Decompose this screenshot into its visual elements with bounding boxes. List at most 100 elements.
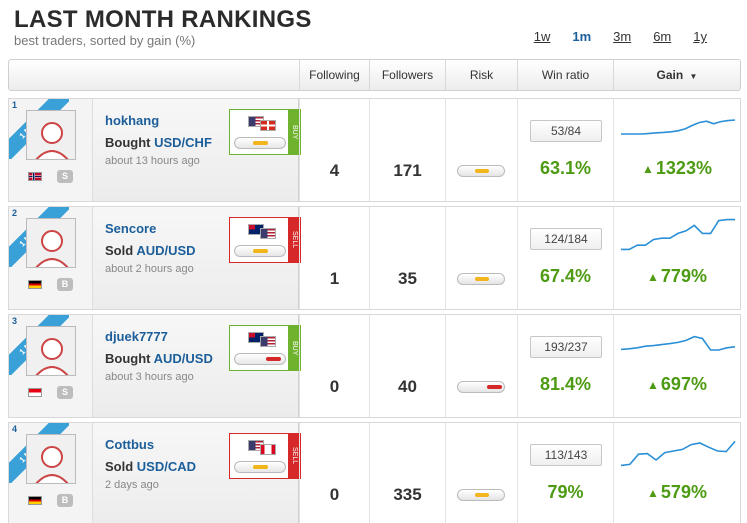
gain-percentage: ▲ 697%	[614, 374, 740, 395]
sort-desc-icon: ▼	[689, 72, 698, 81]
avatar[interactable]	[26, 110, 76, 160]
trade-risk-bar	[234, 353, 286, 365]
win-percentage: 63.1%	[539, 158, 592, 178]
followers-cell: 171	[369, 99, 445, 201]
trade-risk-fill	[253, 465, 268, 469]
trader-panel: 1 MONTH 2 B Sencore Sold AUD/USD about	[9, 207, 301, 309]
quote-currency-flag-icon	[260, 336, 276, 347]
avatar-box: 1 MONTH 1 S	[9, 99, 93, 201]
username-link[interactable]: hokhang	[105, 113, 160, 128]
trade-time: 2 days ago	[105, 479, 159, 491]
trade-time: about 13 hours ago	[105, 155, 200, 167]
username-link[interactable]: Sencore	[105, 221, 157, 236]
rank-number: 4	[12, 424, 18, 434]
trade-widget[interactable]: SELL	[229, 433, 301, 479]
win-ratio-cell: 124/184 67.4%	[517, 207, 613, 309]
win-ratio-cell: 53/84 63.1%	[517, 99, 613, 201]
period-tab-1w[interactable]: 1w	[533, 29, 551, 44]
trade-verb: Bought	[105, 351, 151, 366]
sparkline-path	[620, 335, 736, 351]
trade-direction-tag: BUY	[288, 326, 300, 370]
column-header-followers[interactable]: Followers	[369, 60, 445, 90]
last-trade: Sold AUD/USD	[105, 243, 196, 258]
up-arrow-icon: ▲	[647, 486, 659, 500]
win-percentage: 79%	[547, 482, 584, 502]
period-tab-1m[interactable]: 1m	[572, 29, 592, 44]
risk-fill	[487, 385, 502, 389]
trade-pair-link[interactable]: USD/CAD	[136, 459, 197, 474]
win-ratio-box: 193/237	[530, 336, 602, 358]
period-tab-6m[interactable]: 6m	[653, 29, 672, 44]
following-count: 0	[329, 377, 340, 396]
following-count: 4	[329, 161, 340, 180]
trade-risk-fill	[266, 357, 281, 361]
avatar[interactable]	[26, 326, 76, 376]
sparkline-path	[620, 440, 736, 467]
sparkline-path	[621, 218, 735, 251]
country-flag-icon	[28, 388, 42, 397]
trade-pair-link[interactable]: USD/CHF	[154, 135, 212, 150]
column-header-following[interactable]: Following	[299, 60, 369, 90]
trade-widget[interactable]: BUY	[229, 109, 301, 155]
last-trade: Sold USD/CAD	[105, 459, 196, 474]
country-flag-icon	[28, 172, 42, 181]
avatar[interactable]	[26, 218, 76, 268]
avatar-box: 1 MONTH 2 B	[9, 207, 93, 309]
trade-time: about 3 hours ago	[105, 371, 194, 383]
table-row[interactable]: 1 MONTH 3 S djuek7777 Bought AUD/USD a	[8, 314, 741, 418]
quote-currency-flag-icon	[260, 228, 276, 239]
gain-sparkline	[620, 440, 736, 467]
trade-risk-bar	[234, 245, 286, 257]
win-ratio-cell: 113/143 79%	[517, 423, 613, 523]
rank-number: 2	[12, 208, 18, 218]
avatar-box: 1 MONTH 3 S	[9, 315, 93, 417]
username-link[interactable]: Cottbus	[105, 437, 155, 452]
gain-header-label: Gain	[656, 68, 684, 82]
quote-currency-flag-icon	[260, 444, 276, 455]
risk-fill	[475, 493, 489, 497]
gain-value: 1323%	[655, 158, 712, 178]
period-tab-1y[interactable]: 1y	[693, 29, 707, 44]
risk-bar	[457, 489, 505, 501]
gain-percentage: ▲ 1323%	[614, 158, 740, 179]
status-badge: B	[57, 278, 73, 291]
column-header-gain[interactable]: Gain ▼	[613, 60, 740, 90]
following-count: 0	[329, 485, 340, 504]
followers-cell: 335	[369, 423, 445, 523]
followers-count: 171	[393, 161, 422, 180]
page-title: LAST MONTH RANKINGS	[14, 6, 312, 33]
table-row[interactable]: 1 MONTH 1 S hokhang Bought USD/CHF abo	[8, 98, 741, 202]
gain-cell: ▲ 697%	[613, 315, 740, 417]
last-trade: Bought AUD/USD	[105, 351, 213, 366]
risk-cell	[445, 99, 517, 201]
table-row[interactable]: 1 MONTH 4 B Cottbus Sold USD/CAD 2 day	[8, 422, 741, 523]
period-tab-3m[interactable]: 3m	[613, 29, 632, 44]
followers-cell: 40	[369, 315, 445, 417]
risk-cell	[445, 423, 517, 523]
gain-cell: ▲ 579%	[613, 423, 740, 523]
trade-direction-tag: SELL	[288, 434, 300, 478]
following-cell: 4	[299, 99, 369, 201]
rankings-table: Following Followers Risk Win ratio Gain …	[8, 59, 741, 523]
followers-count: 40	[398, 377, 417, 396]
status-badge: B	[57, 494, 73, 507]
username-link[interactable]: djuek7777	[105, 329, 168, 344]
followers-count: 335	[393, 485, 422, 504]
last-trade: Bought USD/CHF	[105, 135, 212, 150]
risk-fill	[475, 277, 489, 281]
gain-sparkline	[620, 335, 736, 351]
trade-widget[interactable]: BUY	[229, 325, 301, 371]
rank-number: 3	[12, 316, 18, 326]
avatar[interactable]	[26, 434, 76, 484]
trade-pair-link[interactable]: AUD/USD	[136, 243, 196, 258]
trade-widget[interactable]: SELL	[229, 217, 301, 263]
table-header: Following Followers Risk Win ratio Gain …	[8, 59, 741, 91]
status-badge: S	[57, 386, 73, 399]
trade-verb: Bought	[105, 135, 151, 150]
column-header-risk[interactable]: Risk	[445, 60, 517, 90]
quote-currency-flag-icon	[260, 120, 276, 131]
trade-pair-link[interactable]: AUD/USD	[153, 351, 213, 366]
table-row[interactable]: 1 MONTH 2 B Sencore Sold AUD/USD about	[8, 206, 741, 310]
avatar-silhouette-icon	[27, 327, 75, 375]
column-header-win-ratio[interactable]: Win ratio	[517, 60, 613, 90]
